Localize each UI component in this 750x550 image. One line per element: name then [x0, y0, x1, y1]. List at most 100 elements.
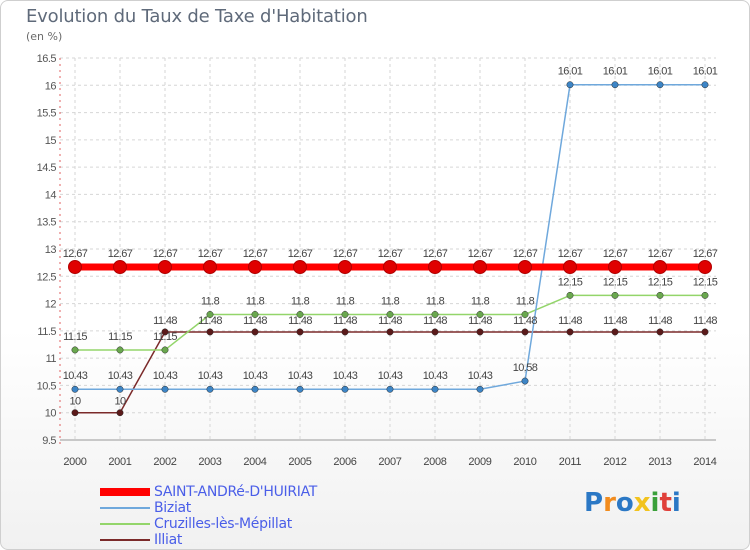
- x-tick-label: 2008: [423, 456, 446, 468]
- data-point-0: [248, 260, 262, 275]
- data-label: 10.43: [288, 370, 313, 382]
- logo-letter: P: [584, 488, 604, 518]
- legend-label-saint-andre: SAINT-ANDRé-D'HUIRIAT: [154, 484, 318, 500]
- data-point-0: [698, 260, 712, 275]
- data-label: 11.8: [516, 295, 535, 307]
- data-label: 16.01: [603, 66, 628, 78]
- data-label: 11.48: [468, 315, 492, 327]
- data-label: 12.67: [378, 248, 403, 260]
- data-point-2: [386, 311, 394, 318]
- data-point-3: [386, 328, 394, 336]
- y-tick-label: 10.5: [37, 380, 57, 392]
- data-label: 12.67: [558, 248, 583, 260]
- data-point-2: [521, 311, 529, 318]
- data-point-0: [68, 260, 82, 275]
- data-point-0: [428, 260, 442, 275]
- data-point-1: [431, 385, 439, 393]
- x-tick-label: 2006: [333, 456, 356, 468]
- data-point-2: [161, 346, 169, 354]
- data-point-0: [113, 260, 127, 275]
- data-label: 11.48: [198, 315, 222, 327]
- logo-letter: r: [603, 488, 616, 518]
- y-tick-label: 16: [45, 80, 57, 92]
- legend-swatch-illiat: [100, 539, 150, 541]
- data-point-2: [701, 291, 709, 299]
- data-label: 11.48: [333, 315, 357, 327]
- data-label: 11.8: [201, 295, 220, 307]
- data-point-3: [611, 328, 619, 336]
- data-label: 11.48: [243, 315, 267, 327]
- data-point-3: [341, 328, 349, 336]
- y-tick-label: 15: [45, 135, 57, 147]
- data-label: 12.67: [108, 248, 133, 260]
- y-tick-label: 15.5: [37, 108, 57, 120]
- x-tick-label: 2001: [108, 456, 131, 468]
- data-label: 10.43: [243, 370, 268, 382]
- data-point-0: [383, 260, 397, 275]
- legend-swatch-cruzilles: [100, 523, 150, 525]
- data-label: 10.43: [198, 370, 223, 382]
- x-tick-label: 2013: [648, 456, 671, 468]
- x-tick-label: 2002: [153, 456, 176, 468]
- x-tick-label: 2004: [243, 456, 266, 468]
- data-point-2: [431, 311, 439, 318]
- proxiti-logo: Proxiti: [584, 488, 681, 518]
- data-point-1: [611, 81, 619, 89]
- data-point-1: [656, 81, 664, 89]
- data-point-1: [251, 385, 259, 393]
- y-tick-label: 12: [45, 299, 57, 311]
- y-tick-label: 10: [45, 408, 57, 420]
- data-point-2: [566, 291, 574, 299]
- y-tick-label: 9.5: [42, 435, 56, 447]
- data-point-2: [476, 311, 484, 318]
- data-label: 16.01: [558, 66, 583, 78]
- data-point-1: [206, 385, 214, 393]
- y-tick-label: 11: [46, 353, 57, 365]
- logo-letter: i: [671, 488, 681, 518]
- data-label: 12.67: [513, 248, 538, 260]
- x-tick-label: 2003: [198, 456, 221, 468]
- data-point-3: [656, 328, 664, 336]
- data-label: 10.43: [63, 370, 88, 382]
- legend-swatch-biziat: [100, 507, 150, 509]
- x-tick-label: 2011: [559, 456, 582, 468]
- data-label: 12.15: [558, 276, 583, 288]
- data-point-3: [431, 328, 439, 336]
- data-point-2: [656, 291, 664, 299]
- data-point-1: [386, 385, 394, 393]
- data-point-1: [521, 377, 529, 385]
- data-point-0: [338, 260, 352, 275]
- data-label: 12.67: [648, 248, 673, 260]
- data-label: 11.48: [648, 315, 672, 327]
- data-point-2: [296, 311, 304, 318]
- data-point-3: [116, 409, 124, 417]
- data-point-3: [476, 328, 484, 336]
- data-label: 12.67: [63, 248, 88, 260]
- data-point-3: [521, 328, 529, 336]
- logo-letter: o: [615, 488, 634, 518]
- data-label: 10.43: [423, 370, 448, 382]
- data-label: 11.48: [423, 315, 447, 327]
- y-tick-label: 11.5: [37, 326, 56, 338]
- data-label: 12.67: [423, 248, 448, 260]
- data-label: 11.48: [558, 315, 582, 327]
- data-label: 11.48: [288, 315, 312, 327]
- data-point-1: [71, 385, 79, 393]
- data-label: 10.43: [468, 370, 493, 382]
- chart-unit-label: (en %): [26, 30, 63, 43]
- data-label: 12.67: [153, 248, 178, 260]
- data-label: 11.48: [693, 315, 717, 327]
- legend-label-cruzilles: Cruzilles-lès-Mépillat: [154, 516, 292, 532]
- y-tick-label: 14.5: [37, 162, 57, 174]
- data-point-0: [563, 260, 577, 275]
- data-point-3: [701, 328, 709, 336]
- data-point-3: [161, 328, 169, 336]
- x-tick-label: 2012: [603, 456, 626, 468]
- x-tick-label: 2000: [63, 456, 86, 468]
- logo-letter: x: [633, 488, 651, 518]
- x-tick-label: 2014: [693, 456, 716, 468]
- data-label: 12.67: [468, 248, 493, 260]
- data-point-1: [701, 81, 709, 89]
- data-label: 11.8: [381, 295, 400, 307]
